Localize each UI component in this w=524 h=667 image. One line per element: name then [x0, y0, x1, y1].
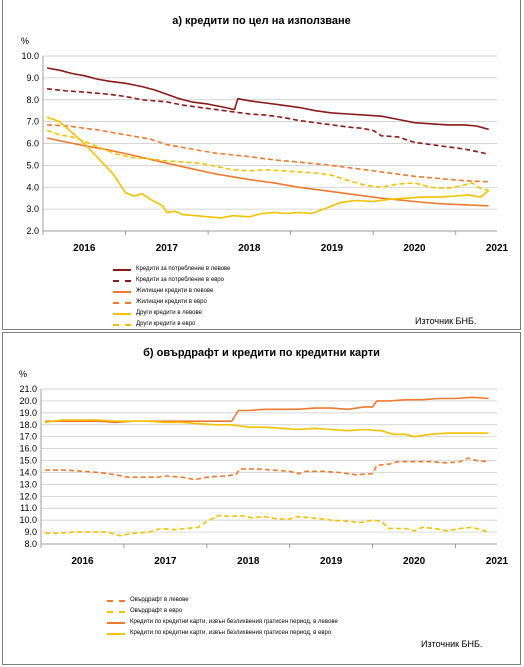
a-y-tick-label: 10.0: [21, 51, 39, 61]
b-series-line-2: [45, 514, 489, 537]
a-y-tick-label: 4.0: [26, 182, 39, 192]
a-unit-label: %: [21, 36, 29, 46]
a-series-line-6: [46, 129, 489, 192]
b-legend-swatch: [107, 621, 125, 624]
b-legend-label: Кредити по кредитни карти, извън безлихв…: [130, 630, 332, 636]
b-legend-item-4: Кредити по кредитни карти, извън безлихв…: [107, 628, 338, 639]
b-x-tick-label: 2021: [486, 556, 509, 567]
b-y-tick-label: 20.0: [19, 396, 37, 406]
b-legend-label: Овърдрафт в евро: [130, 608, 183, 614]
a-legend-swatch: [113, 279, 131, 282]
a-y-tick-label: 9.0: [26, 73, 39, 83]
b-x-tick-label: 2018: [237, 556, 260, 567]
a-y-tick-label: 6.0: [26, 139, 39, 149]
b-y-tick-label: 19.0: [19, 408, 37, 418]
b-y-tick-label: 13.0: [19, 479, 37, 489]
chart-title-a: а) кредити по цел на използване: [172, 15, 351, 27]
a-legend-label: Други кредити в левове: [136, 310, 202, 316]
chart-svg-b: % 8.0 9.0 10.0 11.0 12.0 13.0 14.015.0 16.0 17.0 1…: [19, 369, 509, 567]
a-legend-label: Други кредити в евро: [136, 321, 196, 327]
chart-svg-a: % 2.0 3.0 4.0 5.0 6.0 7.0 8.0 9.0 10.0 2016 2017 201…: [21, 36, 509, 254]
a-legend-item-5: Други кредити в левове: [113, 308, 231, 319]
chart-legend-b: Овърдрафт в левове Овърдрафт в евро Кредит…: [107, 595, 338, 639]
a-legend-item-6: Други кредити в евро: [113, 319, 231, 330]
a-x-tick-label: 2017: [156, 243, 179, 254]
b-y-tick-label: 12.0: [19, 491, 37, 501]
b-legend-item-3: Кредити по кредитни карти, извън безлихв…: [107, 617, 338, 628]
a-series-line-5: [46, 116, 490, 219]
b-legend-label: Кредити по кредитни карти, извън безлихв…: [130, 619, 338, 625]
b-x-tick-label: 2019: [320, 556, 343, 567]
chart-legend-a: Кредити за потребление в левове Кредити з…: [113, 264, 231, 330]
b-y-tick-label: 14.0: [19, 467, 37, 477]
a-legend-item-2: Кредити за потребление в евро: [113, 275, 231, 286]
b-x-tick-label: 2017: [154, 556, 177, 567]
b-y-tick-label: 17.0: [19, 432, 37, 442]
a-legend-label: Жилищни кредити в левове: [136, 288, 214, 294]
a-legend-swatch: [113, 290, 131, 293]
a-x-tick-label: 2016: [73, 243, 96, 254]
a-series-line-4: [47, 124, 489, 183]
b-unit-label: %: [19, 369, 27, 379]
a-legend-swatch: [113, 312, 131, 315]
a-x-tick-label: 2019: [321, 243, 344, 254]
b-x-tick-label: 2016: [71, 556, 94, 567]
a-legend-item-1: Кредити за потребление в левове: [113, 264, 231, 275]
a-legend-swatch: [113, 323, 131, 326]
b-legend-item-2: Овърдрафт в евро: [107, 606, 338, 617]
b-y-tick-label: 16.0: [19, 444, 37, 454]
chart-source-b: Източник БНБ.: [421, 639, 483, 649]
b-legend-swatch: [107, 632, 125, 635]
a-y-tick-label: 8.0: [26, 95, 39, 105]
b-y-tick-label: 8.0: [24, 539, 37, 549]
b-legend-item-1: Овърдрафт в левове: [107, 595, 338, 606]
a-x-tick-label: 2018: [238, 243, 261, 254]
b-x-tick-label: 2020: [403, 556, 426, 567]
a-x-tick-label: 2020: [403, 243, 426, 254]
b-y-tick-label: 21.0: [19, 384, 37, 394]
a-y-tick-label: 2.0: [26, 226, 39, 236]
b-series-line-4: [44, 419, 489, 438]
a-legend-label: Жилищни кредити в евро: [136, 299, 207, 305]
b-y-tick-label: 9.0: [24, 527, 37, 537]
a-legend-item-4: Жилищни кредити в евро: [113, 297, 231, 308]
a-y-tick-label: 5.0: [26, 160, 39, 170]
b-legend-swatch: [107, 599, 125, 602]
b-y-tick-label: 11.0: [20, 503, 37, 513]
b-y-tick-label: 10.0: [19, 515, 37, 525]
b-legend-label: Овърдрафт в левове: [130, 597, 189, 603]
a-legend-item-3: Жилищни кредити в левове: [113, 286, 231, 297]
a-y-tick-label: 7.0: [26, 117, 39, 127]
chart-title-b: б) овърдрафт и кредити по кредитни карти: [143, 347, 380, 359]
a-legend-swatch: [113, 268, 131, 271]
chart-source-a: Източник БНБ.: [415, 316, 477, 326]
chart-panel-a: а) кредити по цел на използване % 2.0 3.0 4…: [2, 0, 521, 330]
b-legend-swatch: [107, 610, 125, 613]
a-x-tick-label: 2021: [486, 243, 509, 254]
a-legend-label: Кредити за потребление в евро: [136, 277, 224, 283]
chart-panel-b: б) овърдрафт и кредити по кредитни карти…: [2, 332, 521, 665]
a-y-tick-label: 3.0: [26, 204, 39, 214]
b-y-tick-label: 18.0: [19, 420, 37, 430]
a-legend-label: Кредити за потребление в левове: [136, 266, 231, 272]
b-series-line-1: [45, 457, 489, 481]
a-series-line-1: [46, 67, 489, 131]
a-legend-swatch: [113, 301, 131, 304]
b-y-tick-label: 15.0: [19, 456, 37, 466]
a-series-line-3: [46, 137, 489, 207]
